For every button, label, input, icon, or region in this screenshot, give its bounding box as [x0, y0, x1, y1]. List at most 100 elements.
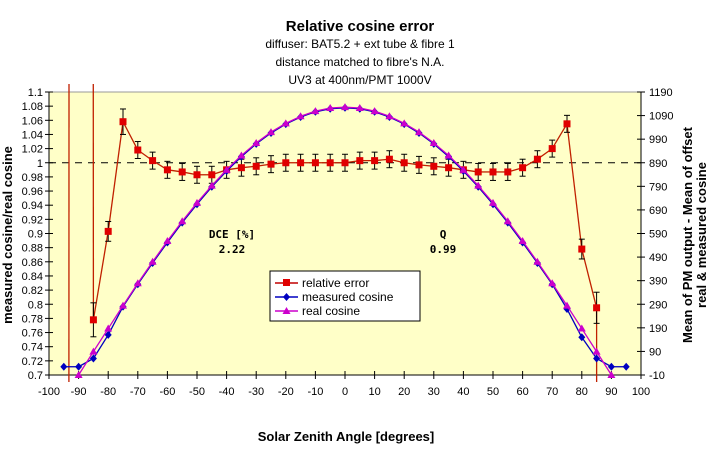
data-point-relative-error — [356, 157, 364, 165]
y-right-tick-label: 490 — [649, 252, 667, 264]
data-point-relative-error — [89, 316, 97, 324]
data-point-measured-cosine — [89, 354, 97, 363]
series-line-segment-real-cosine — [166, 220, 183, 242]
data-point-real-cosine — [592, 347, 601, 355]
data-point-relative-error — [593, 304, 601, 312]
svg-text:DCE [%]: DCE [%] — [209, 228, 255, 241]
data-point-real-cosine — [548, 279, 557, 287]
y-right-tick-label: 390 — [649, 276, 667, 288]
y-right-tick-label: 190 — [649, 323, 667, 335]
chart-subtitle-2: distance matched to fibre's N.A. — [275, 55, 444, 69]
data-point-real-cosine — [370, 107, 379, 115]
data-point-real-cosine — [178, 217, 187, 225]
annotation-q: Q 0.99 — [430, 228, 457, 256]
y-left-tick-label: 1 — [37, 158, 43, 170]
series-line-segment-measured-cosine — [462, 170, 479, 188]
series-line-segment-real-cosine — [107, 305, 124, 329]
series-line-segment-measured-cosine — [448, 156, 464, 172]
x-tick-label: -90 — [71, 386, 87, 398]
series-line-segment-real-cosine — [522, 240, 538, 263]
y-left-tick-label: 1.02 — [22, 144, 43, 156]
svg-text:2.22: 2.22 — [219, 243, 246, 256]
y-left-tick-label: 0.82 — [22, 285, 43, 297]
x-axis-label: Solar Zenith Angle [degrees] — [258, 429, 435, 444]
data-point-real-cosine — [133, 279, 142, 287]
data-point-relative-error — [163, 166, 171, 174]
series-line-segment-relative-error — [122, 121, 139, 151]
data-point-relative-error — [548, 145, 556, 153]
data-point-real-cosine — [104, 324, 113, 332]
y-right-tick-label: 1090 — [649, 111, 673, 123]
legend-item-relative-error: relative error — [275, 276, 369, 290]
data-point-real-cosine — [355, 104, 364, 112]
data-point-relative-error — [208, 171, 216, 179]
data-point-relative-error — [237, 164, 245, 172]
data-point-relative-error — [400, 159, 408, 167]
series-line-segment-measured-cosine — [240, 143, 257, 158]
x-tick-label: 70 — [546, 386, 558, 398]
data-point-relative-error — [519, 164, 527, 172]
series-line-segment-real-cosine — [122, 282, 139, 307]
data-point-real-cosine — [311, 107, 320, 115]
y-right-tick-label: 590 — [649, 229, 667, 241]
x-tick-label: -50 — [189, 386, 205, 398]
series-line-segment-real-cosine — [344, 106, 360, 109]
data-point-relative-error — [371, 157, 379, 165]
data-point-relative-error — [134, 146, 142, 154]
y-left-tick-label: 0.72 — [22, 356, 43, 368]
data-point-real-cosine — [474, 181, 483, 189]
axes: -100 -90 -80 -70 -60 -50 -40 -30 -20 -10 0 10 20 30 40… — [22, 87, 674, 398]
y-left-tick-label: 0.86 — [22, 257, 43, 269]
data-point-measured-cosine — [104, 330, 112, 339]
series-line-segment-measured-cosine — [196, 186, 213, 205]
svg-text:Q: Q — [440, 228, 447, 241]
x-tick-label: -10 — [307, 386, 323, 398]
series-line-segment-real-cosine — [551, 282, 568, 307]
data-point-relative-error — [385, 155, 393, 163]
data-point-real-cosine — [89, 347, 98, 355]
chart-subtitle-1: diffuser: BAT5.2 + ext tube & fibre 1 — [265, 37, 455, 51]
x-tick-label: -20 — [278, 386, 294, 398]
data-point-real-cosine — [459, 165, 468, 173]
x-tick-label: 100 — [632, 386, 650, 398]
y-right-tick-label: 690 — [649, 205, 667, 217]
y-left-tick-label: 1.06 — [22, 115, 43, 127]
data-point-measured-cosine — [593, 354, 601, 363]
data-point-measured-cosine — [60, 362, 68, 371]
data-point-relative-error — [489, 168, 497, 176]
data-point-real-cosine — [400, 119, 409, 127]
legend-item-real-cosine: real cosine — [275, 304, 360, 318]
series-line-segment-real-cosine — [181, 202, 198, 222]
data-point-relative-error — [311, 159, 319, 167]
x-tick-label: -60 — [159, 386, 175, 398]
data-point-real-cosine — [281, 119, 290, 127]
series-line-segment-real-cosine — [507, 220, 524, 242]
data-point-relative-error — [504, 168, 512, 176]
y-left-axis-label: measured cosine/real cosine — [0, 146, 15, 324]
data-point-measured-cosine — [607, 362, 615, 371]
y-right-tick-label: 290 — [649, 299, 667, 311]
data-point-relative-error — [326, 159, 334, 167]
data-point-real-cosine — [385, 112, 394, 120]
data-point-real-cosine — [415, 128, 423, 136]
data-point-real-cosine — [222, 165, 231, 173]
data-point-relative-error — [341, 159, 349, 167]
series-group — [60, 83, 630, 383]
data-point-real-cosine — [237, 151, 246, 159]
data-point-real-cosine — [193, 198, 201, 206]
data-point-real-cosine — [326, 104, 335, 112]
data-point-real-cosine — [444, 151, 453, 159]
y-right-tick-label: -10 — [649, 370, 665, 382]
y-left-tick-label: 0.7 — [28, 370, 43, 382]
series-line-segment-measured-cosine — [211, 170, 228, 188]
series-line-segment-measured-cosine — [566, 308, 583, 338]
svg-text:measured cosine: measured cosine — [302, 290, 394, 304]
data-point-real-cosine — [252, 138, 261, 146]
data-point-measured-cosine — [75, 362, 83, 371]
y-left-tick-label: 0.76 — [22, 328, 43, 340]
series-line-segment-relative-error — [551, 123, 568, 149]
series-line-segment-relative-error — [566, 123, 583, 250]
data-point-real-cosine — [518, 237, 527, 245]
y-left-tick-label: 0.98 — [22, 172, 43, 184]
